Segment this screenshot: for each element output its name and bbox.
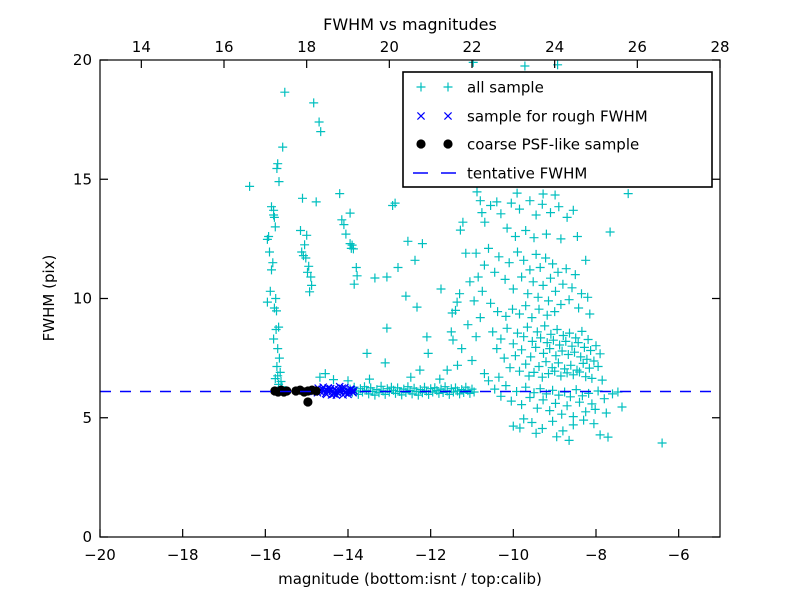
x-top-tick-label: 22 [462,38,481,56]
plus-marker-icon [416,82,453,92]
x-marker-icon [416,111,453,121]
y-tick-label: 20 [73,51,92,69]
x-top-tick-label: 20 [380,38,399,56]
x-bottom-tick-label: −18 [167,546,199,564]
chart-title: FWHM vs magnitudes [323,15,497,34]
dot-marker-icon [443,139,453,149]
series-psf-sample [270,385,321,407]
y-tick-label: 5 [82,409,92,427]
legend: all sample sample for rough FWHM coarse … [402,71,713,188]
x-bottom-tick-label: −8 [585,546,607,564]
y-tick-label: 15 [73,170,92,188]
y-tick-label: 10 [73,290,92,308]
legend-label-tentative-fwhm: tentative FWHM [467,165,587,183]
scatter-series-layer [100,60,720,448]
axis-ticks [99,59,721,538]
x-top-tick-label: 24 [545,38,564,56]
x-bottom-tick-label: −10 [498,546,530,564]
legend-box [402,71,713,188]
dot-marker-icon [416,139,453,149]
series-all-sample [245,60,667,448]
y-tick-label: 0 [82,528,92,546]
x-top-tick-label: 26 [628,38,647,56]
legend-label-rough-fwhm: sample for rough FWHM [467,108,648,126]
x-top-tick-label: 28 [710,38,729,56]
x-bottom-tick-label: −14 [332,546,364,564]
dot-marker-icon [303,397,313,407]
x-bottom-tick-label: −16 [250,546,282,564]
y-axis-label: FWHM (pix) [40,255,58,342]
dot-marker-icon [416,139,426,149]
x-bottom-tick-label: −6 [668,546,690,564]
x-top-tick-label: 18 [297,38,316,56]
axis-tick-labels: −20 −18 −16 −14 −12 −10 −8 −6 14 16 18 20 22 24 26 28 0 5… [73,38,730,564]
x-top-tick-label: 16 [214,38,233,56]
legend-label-all-sample: all sample [467,79,544,97]
legend-label-psf-sample: coarse PSF-like sample [467,136,639,154]
dot-marker-icon [311,386,321,396]
x-axis-label: magnitude (bottom:isnt / top:calib) [278,570,542,588]
x-top-tick-label: 14 [132,38,151,56]
legend-marker-icons [413,82,456,174]
x-bottom-tick-label: −20 [84,546,116,564]
x-bottom-tick-label: −12 [415,546,447,564]
tick-marks [99,59,721,538]
